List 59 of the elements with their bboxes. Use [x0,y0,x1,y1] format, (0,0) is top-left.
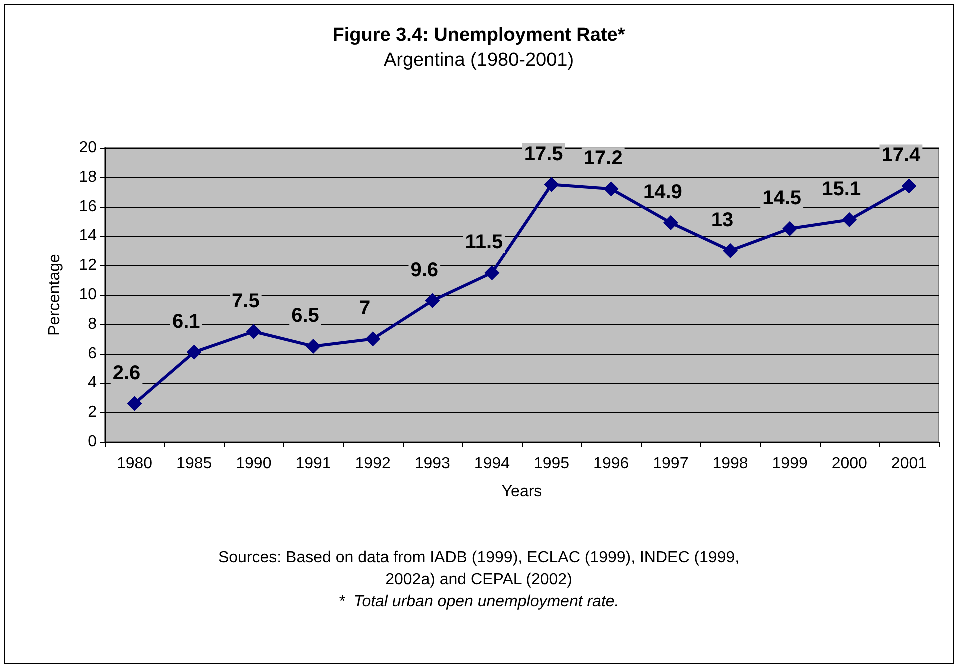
point [306,338,321,354]
data-label: 14.9 [643,181,682,204]
point [604,182,619,197]
y-axis-title: Percentage [46,254,64,336]
y-tick-label: 2 [88,404,98,422]
x-tick-label: 2000 [832,456,868,472]
x-tick-label: 1991 [296,456,332,472]
x-tick-label: 1998 [712,456,748,472]
y-tick-label: 4 [88,374,98,392]
y-tick-label: 18 [79,168,98,186]
y-tick-label: 12 [79,257,98,274]
data-label: 11.5 [465,231,504,254]
y-tick-label: 8 [88,316,98,333]
data-label: 14.5 [762,187,802,210]
point [782,221,798,236]
y-tick-label: 0 [88,434,98,450]
x-tick-label: 1985 [176,456,212,472]
y-tick-label: 20 [79,140,98,156]
x-tick-label: 1993 [414,456,451,472]
x-tick-label: 1997 [653,456,689,472]
point [484,265,500,280]
point [186,344,202,360]
point [246,324,262,340]
point [663,215,678,230]
point [425,293,440,308]
x-tick-label: 1996 [594,456,630,472]
data-label: 13 [711,209,734,232]
x-tick-label: 2001 [891,456,928,472]
data-label: 7.5 [232,290,260,312]
data-label: 17.4 [882,144,922,167]
text: * Total urban open unemployment rate. [338,594,620,610]
x-tick-label: 1994 [474,456,510,472]
data-label: 6.1 [172,310,200,333]
chart-subtitle: Argentina (1980-2001) [384,50,574,71]
data-label: 15.1 [822,178,862,201]
x-tick-label: 1995 [534,456,570,472]
point [544,177,560,192]
source-note: Sources: Based on data from IADB (1999), ECLAC (1999), INDEC (1999, 2002a) and CEPAL (2002) [218,550,740,588]
point [366,332,381,347]
y-tick-label: 6 [88,345,98,362]
y-tick-label: 14 [79,228,98,245]
chart-title: Figure 3.4: Unemployment Rate* [332,25,626,46]
data-label: 17.2 [584,148,623,170]
point [127,396,142,412]
y-tick-label: 16 [79,198,98,216]
data-label: 7 [360,298,371,320]
x-tick-label: 1980 [116,456,153,472]
point [723,243,738,258]
data-label: 17.5 [524,143,564,166]
data-label: 9.6 [410,259,439,282]
x-axis-title: Years [502,484,542,500]
data-label: 6.5 [292,304,320,327]
data-label: 2.6 [112,362,141,384]
point [842,212,858,228]
y-tick-label: 10 [79,286,98,304]
x-tick-label: 1992 [355,456,391,472]
x-tick-label: 1990 [236,456,272,472]
point [902,178,917,194]
x-tick-label: 1999 [772,456,808,472]
